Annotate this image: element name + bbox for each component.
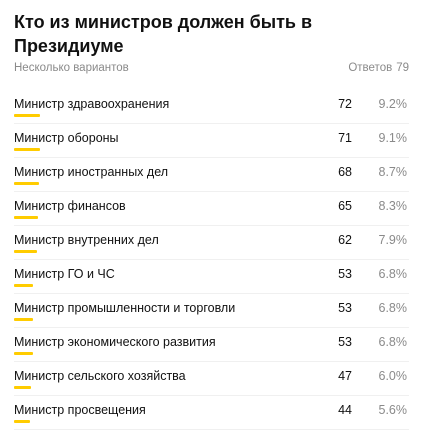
- option-bar: [14, 386, 31, 389]
- option-count: 68: [338, 165, 352, 179]
- option-bar: [14, 318, 33, 321]
- option-percent: 9.1%: [378, 131, 408, 145]
- poll-option-row: Министр обороны 71 9.1%: [0, 124, 429, 158]
- option-bar: [14, 148, 40, 151]
- option-label: Министр иностранных дел: [14, 165, 169, 179]
- option-percent: 8.7%: [378, 165, 408, 179]
- option-label: Министр внутренних дел: [14, 233, 159, 247]
- option-count: 53: [338, 267, 352, 281]
- option-bar: [14, 352, 33, 355]
- answers-label: Ответов: [348, 62, 393, 74]
- option-percent: 6.8%: [378, 301, 408, 315]
- option-percent: 9.2%: [378, 97, 408, 111]
- option-count: 65: [338, 199, 352, 213]
- row-divider: [14, 361, 409, 362]
- option-bar: [14, 250, 37, 253]
- poll-options-list: Министр здравоохранения 72 9.2% Министр …: [0, 90, 429, 430]
- poll-title: Кто из министров должен быть в Президиум…: [14, 12, 313, 56]
- option-label: Министр промышленности и торговли: [14, 301, 236, 315]
- option-count: 44: [338, 403, 352, 417]
- poll-option-row: Министр просвещения 44 5.6%: [0, 396, 429, 430]
- option-count: 47: [338, 369, 352, 383]
- poll-option-row: Министр финансов 65 8.3%: [0, 192, 429, 226]
- option-label: Министр ГО и ЧС: [14, 267, 115, 281]
- option-count: 53: [338, 335, 352, 349]
- option-label: Министр просвещения: [14, 403, 146, 417]
- poll-subtitle: Несколько вариантов: [14, 62, 129, 74]
- option-percent: 6.8%: [378, 267, 408, 281]
- row-divider: [14, 293, 409, 294]
- option-percent: 7.9%: [378, 233, 408, 247]
- poll-option-row: Министр здравоохранения 72 9.2%: [0, 90, 429, 124]
- option-label: Министр экономического развития: [14, 335, 216, 349]
- answers-count: 79: [396, 62, 409, 74]
- row-divider: [14, 191, 409, 192]
- poll-option-row: Министр промышленности и торговли 53 6.8…: [0, 294, 429, 328]
- option-bar: [14, 216, 38, 219]
- option-label: Министр сельского хозяйства: [14, 369, 186, 383]
- option-bar: [14, 114, 40, 117]
- row-divider: [14, 395, 409, 396]
- row-divider: [14, 157, 409, 158]
- row-divider: [14, 259, 409, 260]
- option-bar: [14, 284, 33, 287]
- option-count: 62: [338, 233, 352, 247]
- row-divider: [14, 327, 409, 328]
- poll-option-row: Министр ГО и ЧС 53 6.8%: [0, 260, 429, 294]
- option-label: Министр обороны: [14, 131, 119, 145]
- option-count: 72: [338, 97, 352, 111]
- poll-option-row: Министр внутренних дел 62 7.9%: [0, 226, 429, 260]
- poll-option-row: Министр сельского хозяйства 47 6.0%: [0, 362, 429, 396]
- option-percent: 8.3%: [378, 199, 408, 213]
- row-divider: [14, 429, 409, 430]
- option-percent: 6.0%: [378, 369, 408, 383]
- poll-option-row: Министр иностранных дел 68 8.7%: [0, 158, 429, 192]
- option-label: Министр здравоохранения: [14, 97, 170, 111]
- row-divider: [14, 225, 409, 226]
- answers-summary: Ответов 79: [348, 62, 409, 74]
- option-percent: 6.8%: [378, 335, 408, 349]
- option-count: 71: [338, 131, 352, 145]
- option-label: Министр финансов: [14, 199, 126, 213]
- option-bar: [14, 182, 39, 185]
- option-count: 53: [338, 301, 352, 315]
- poll-option-row: Министр экономического развития 53 6.8%: [0, 328, 429, 362]
- row-divider: [14, 123, 409, 124]
- option-percent: 5.6%: [378, 403, 408, 417]
- option-bar: [14, 420, 30, 423]
